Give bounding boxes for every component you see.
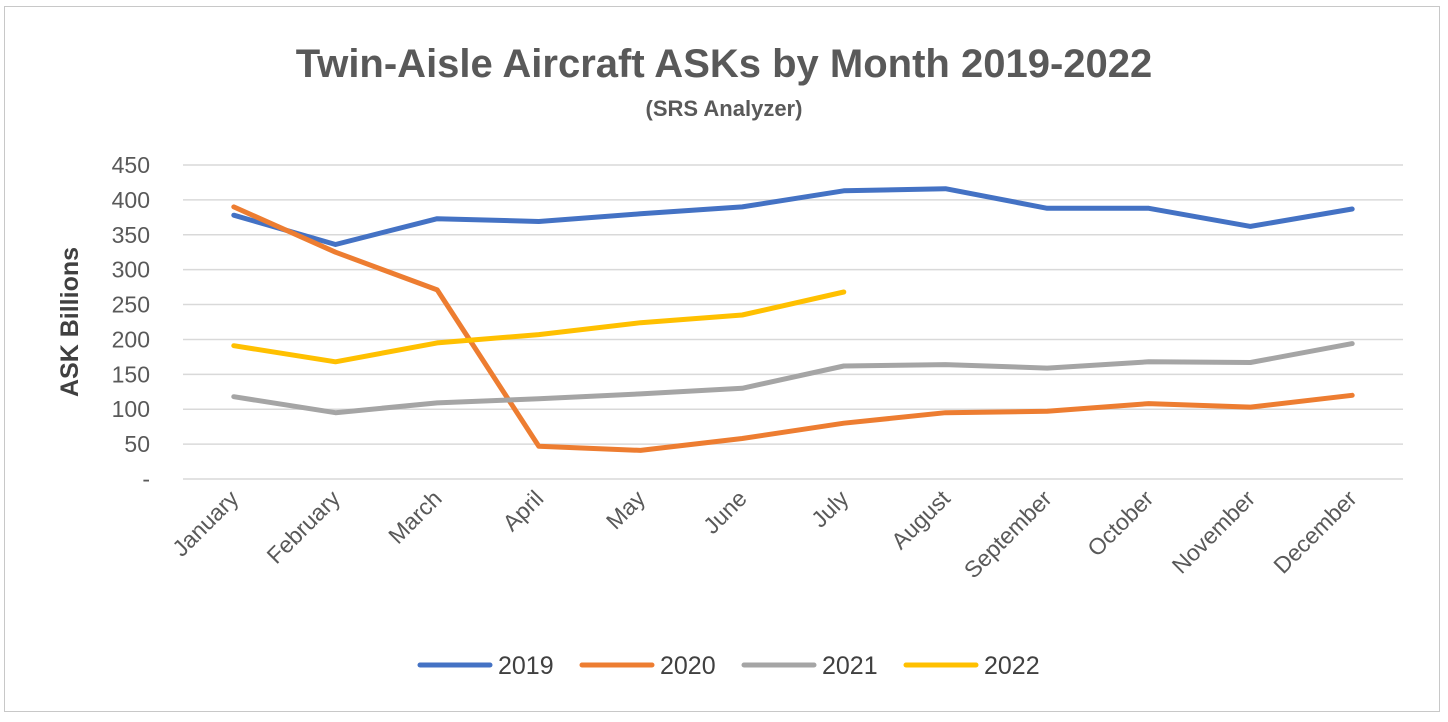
- x-tick-label: September: [959, 485, 1057, 583]
- y-tick-label: 400: [112, 187, 150, 213]
- x-tick-label: November: [1167, 485, 1261, 579]
- chart-frame: [4, 6, 1440, 712]
- y-tick-label: 50: [124, 431, 150, 457]
- x-tick-label: April: [497, 485, 548, 536]
- x-tick-label: May: [601, 485, 650, 534]
- series-line-2019: [231, 186, 1355, 247]
- series-line-2020: [231, 204, 1355, 453]
- x-tick-label: August: [886, 485, 955, 554]
- y-tick-label: 350: [112, 222, 150, 248]
- series-line-2021: [231, 341, 1355, 416]
- y-tick-label: 300: [112, 257, 150, 283]
- y-tick-label: 200: [112, 326, 150, 352]
- x-tick-label: December: [1268, 485, 1362, 579]
- x-tick-label: March: [383, 485, 447, 549]
- x-tick-label: June: [698, 485, 752, 539]
- x-tick-label: January: [167, 485, 244, 562]
- x-axis-ticks: January February March April May June July Augu…: [167, 485, 1362, 583]
- x-tick-label: July: [806, 485, 854, 533]
- y-tick-label: -: [142, 466, 150, 492]
- chart-title: Twin-Aisle Aircraft ASKs by Month 2019-2…: [296, 42, 1153, 86]
- y-tick-label: 250: [112, 292, 150, 318]
- series-line-2022: [231, 289, 847, 365]
- y-tick-label: 150: [112, 361, 150, 387]
- x-tick-label: February: [262, 485, 346, 569]
- chart-subtitle: (SRS Analyzer): [646, 96, 803, 121]
- y-tick-label: 100: [112, 396, 150, 422]
- x-tick-label: October: [1082, 485, 1158, 561]
- legend-label-2019: 2019: [498, 652, 554, 680]
- legend: 2019 2020 2021 2022: [417, 652, 1040, 680]
- y-axis-ticks: - 50 100 150 200 250 300 350 400 450: [112, 152, 150, 492]
- series-lines: [231, 186, 1355, 453]
- legend-label-2020: 2020: [660, 652, 716, 680]
- y-tick-label: 450: [112, 152, 150, 178]
- legend-label-2021: 2021: [822, 652, 878, 680]
- y-axis-label: ASK Billions: [56, 247, 84, 397]
- legend-label-2022: 2022: [984, 652, 1040, 680]
